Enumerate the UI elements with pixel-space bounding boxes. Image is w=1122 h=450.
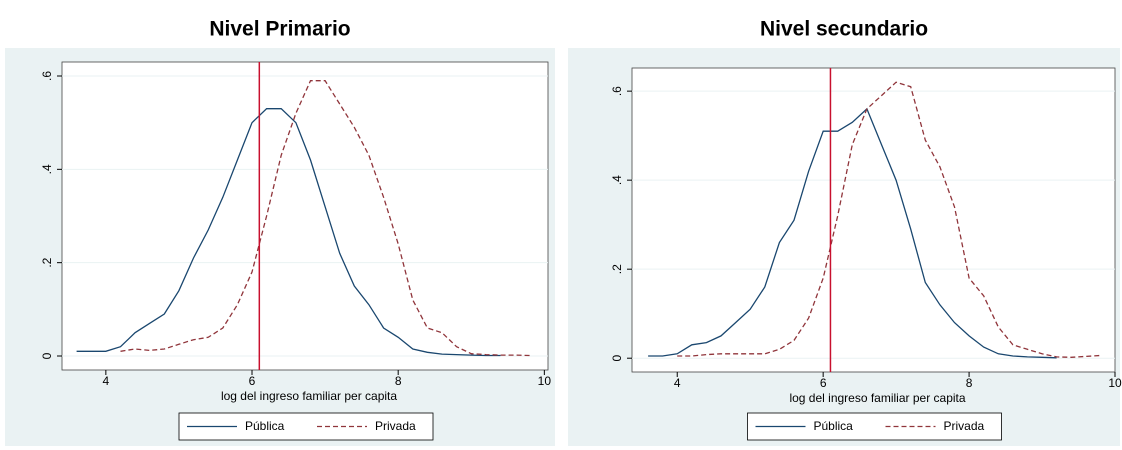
y-tick-label: 0 — [40, 352, 54, 359]
y-tick-label: .2 — [610, 264, 624, 274]
x-axis-label: log del ingreso familiar per capita — [221, 389, 397, 403]
legend-label: Privada — [944, 419, 985, 433]
y-tick-label: .4 — [40, 164, 54, 174]
x-tick-label: 10 — [538, 374, 552, 388]
chart-panel: Nivel Primario 0 .2 .4 .6 4 6 8 10 log del ingres… — [5, 18, 555, 446]
x-tick-label: 8 — [966, 376, 973, 390]
plot-area — [61, 61, 549, 371]
x-tick-label: 4 — [674, 376, 681, 390]
legend-box — [747, 412, 1002, 441]
x-tick-label: 6 — [820, 376, 827, 390]
y-tick-label: .4 — [610, 175, 624, 185]
y-tick-label: 0 — [610, 355, 624, 362]
chart-title: Nivel Primario — [209, 18, 350, 41]
x-tick-label: 6 — [249, 374, 256, 388]
x-axis-label: log del ingreso familiar per capita — [789, 391, 965, 405]
x-tick-label: 10 — [1108, 376, 1122, 390]
legend-label: Pública — [814, 419, 854, 433]
legend-label: Pública — [245, 419, 285, 433]
series-line — [677, 81, 1101, 358]
x-tick-label: 8 — [395, 374, 402, 388]
y-tick-label: .2 — [40, 257, 54, 267]
y-tick-label: .6 — [610, 86, 624, 96]
y-tick-label: .6 — [40, 71, 54, 81]
x-tick-label: 4 — [103, 374, 110, 388]
legend-label: Privada — [375, 419, 416, 433]
chart-panel: Nivel secundario 0 .2 .4 .6 4 6 8 10 log del ingr… — [568, 18, 1122, 446]
series-line — [648, 107, 1057, 359]
series-line — [76, 108, 501, 357]
chart-title: Nivel secundario — [760, 18, 928, 41]
plot-area — [631, 67, 1116, 373]
series-line — [120, 80, 530, 357]
